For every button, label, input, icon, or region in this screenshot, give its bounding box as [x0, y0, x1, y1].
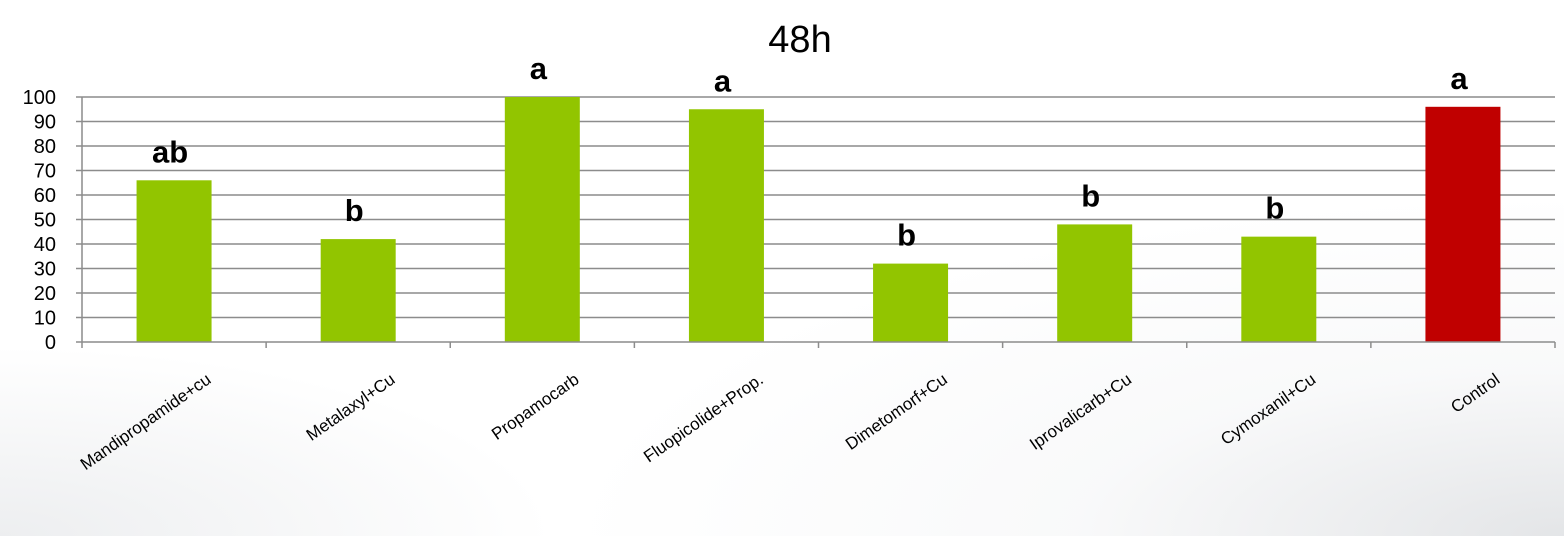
- significance-letter: a: [1450, 61, 1468, 96]
- significance-letter: b: [345, 193, 364, 228]
- category-label: Iprovalicarb+Cu: [1026, 370, 1135, 454]
- y-tick-label: 80: [34, 136, 56, 158]
- y-tick-label: 100: [23, 87, 56, 109]
- category-label: Cymoxanil+Cu: [1217, 370, 1319, 449]
- bar-control: [1425, 106, 1501, 342]
- y-tick-label: 0: [45, 332, 56, 354]
- gridlines: [82, 96, 1555, 319]
- y-tick-label: 30: [34, 259, 56, 281]
- y-tick-label: 90: [34, 112, 56, 134]
- significance-letter: a: [714, 63, 732, 98]
- bar-dimetomorf-cu: [873, 263, 949, 342]
- axes: [76, 96, 1556, 348]
- category-label: Mandipropamide+cu: [77, 370, 214, 474]
- chart-title: 48h: [768, 19, 831, 61]
- category-label: Dimetomorf+Cu: [842, 370, 951, 454]
- bars: [136, 97, 1501, 342]
- significance-letter: ab: [152, 134, 188, 169]
- bar-fluopicolide-prop: [688, 109, 764, 342]
- y-tick-label: 10: [34, 308, 56, 330]
- y-tick-label: 20: [34, 283, 56, 305]
- significance-letter: a: [530, 51, 548, 86]
- category-label: Control: [1447, 370, 1503, 417]
- category-label: Metalaxyl+Cu: [303, 370, 399, 445]
- bar-iprovalicarb-cu: [1057, 224, 1133, 342]
- significance-letter: b: [1265, 191, 1284, 226]
- y-tick-label: 50: [34, 210, 56, 232]
- bar-metalaxyl-cu: [320, 239, 396, 342]
- y-tick-label: 70: [34, 161, 56, 183]
- category-label: Fluopicolide+Prop.: [640, 370, 767, 467]
- y-tick-label: 40: [34, 234, 56, 256]
- bar-propamocarb: [504, 97, 580, 342]
- bar-mandipropamide-cu: [136, 180, 212, 342]
- bar-cymoxanil-cu: [1241, 236, 1317, 342]
- significance-letter: b: [897, 218, 916, 253]
- y-tick-label: 60: [34, 185, 56, 207]
- significance-letter: b: [1081, 178, 1100, 213]
- category-label: Propamocarb: [488, 370, 583, 444]
